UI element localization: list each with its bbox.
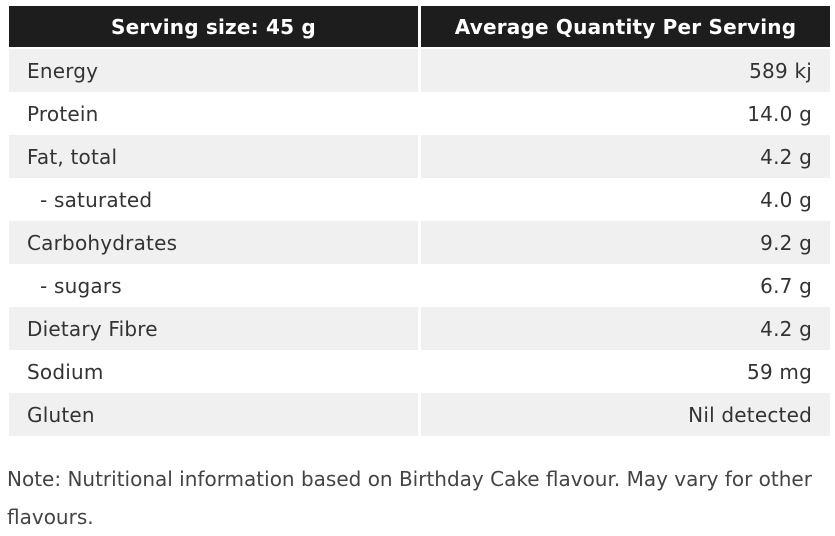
table-row-dietary-fibre: Dietary Fibre 4.2 g — [9, 307, 830, 350]
table-header-row: Serving size: 45 g Average Quantity Per … — [9, 6, 830, 49]
serving-size-header: Serving size: 45 g — [111, 14, 316, 39]
table-row-fat-total: Fat, total 4.2 g — [9, 135, 830, 178]
nutrient-value: 4.2 g — [418, 135, 830, 178]
table-row-sugars: - sugars 6.7 g — [9, 264, 830, 307]
nutrient-label: Fat, total — [27, 144, 118, 169]
nutrient-value: 14.0 g — [418, 92, 830, 135]
nutrient-value: 4.2 g — [418, 307, 830, 350]
nutrient-label: Protein — [27, 101, 99, 126]
table-row-gluten: Gluten Nil detected — [9, 393, 830, 436]
nutrition-note: Note: Nutritional information based on B… — [7, 467, 812, 529]
table-row-saturated: - saturated 4.0 g — [9, 178, 830, 221]
average-quantity-header: Average Quantity Per Serving — [418, 6, 830, 47]
table-row-sodium: Sodium 59 mg — [9, 350, 830, 393]
nutrient-value: 9.2 g — [418, 221, 830, 264]
nutrient-label: - sugars — [40, 273, 122, 298]
table-row-carbohydrates: Carbohydrates 9.2 g — [9, 221, 830, 264]
nutrient-value: 59 mg — [418, 350, 830, 393]
nutrient-label: Gluten — [27, 402, 95, 427]
nutrition-table: Serving size: 45 g Average Quantity Per … — [9, 6, 830, 436]
table-row-energy: Energy 589 kj — [9, 49, 830, 92]
table-row-protein: Protein 14.0 g — [9, 92, 830, 135]
nutrient-label: Energy — [27, 58, 99, 83]
nutrient-value: 6.7 g — [418, 264, 830, 307]
nutrient-value: 4.0 g — [418, 178, 830, 221]
nutrient-label: Sodium — [27, 359, 104, 384]
nutrient-value: 589 kj — [418, 49, 830, 92]
nutrient-label: - saturated — [40, 187, 153, 212]
nutrient-label: Carbohydrates — [27, 230, 178, 255]
nutrient-value: Nil detected — [418, 393, 830, 436]
nutrient-label: Dietary Fibre — [27, 316, 158, 341]
